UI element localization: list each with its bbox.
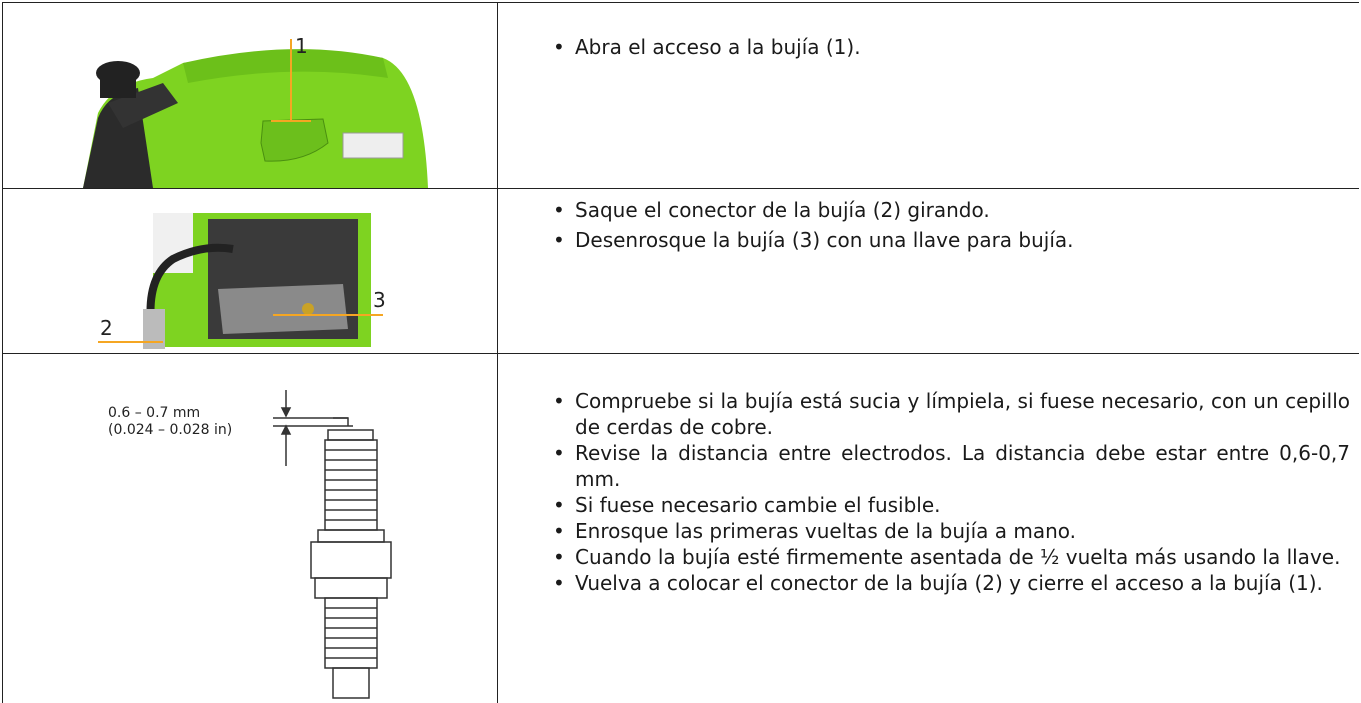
bullet-item: Cuando la bujía esté firmemente asentada… <box>553 544 1350 570</box>
bullet-item: Vuelva a colocar el conector de la bujía… <box>553 570 1350 596</box>
bullet-item: Si fuese necesario cambie el fusible. <box>553 492 1350 518</box>
bullet-item: Compruebe si la bujía está sucia y límpi… <box>553 388 1350 440</box>
table-row: 1 Abra el acceso a la bujía (1). <box>2 2 1359 189</box>
text-cell: Compruebe si la bujía está sucia y límpi… <box>498 354 1359 703</box>
image-label: 1 <box>295 34 308 58</box>
text-cell: Saque el conector de la bujía (2) girand… <box>498 189 1359 354</box>
bullet-item: Revise la distancia entre electrodos. La… <box>553 440 1350 492</box>
text-cell: Abra el acceso a la bujía (1). <box>498 3 1359 189</box>
bullet-item: Enrosque las primeras vueltas de la bují… <box>553 518 1350 544</box>
image-label: 0.6 – 0.7 mm <box>108 405 200 421</box>
image-label: 2 <box>100 316 113 340</box>
image-cell: 3 2 <box>2 189 498 354</box>
spark-plug-access-photo: 3 2 <box>98 213 386 349</box>
table-row: 0.6 – 0.7 mm (0.024 – 0.028 in) Comprueb… <box>2 353 1359 703</box>
bullet-item: Desenrosque la bujía (3) con una llave p… <box>553 225 1350 255</box>
image-label: (0.024 – 0.028 in) <box>108 422 232 438</box>
image-label: 3 <box>373 288 386 312</box>
image-cell: 1 <box>2 3 498 189</box>
table-row: 3 2 Saque el conector de la bujía (2) gi… <box>2 188 1359 354</box>
bullet-list: Compruebe si la bujía está sucia y límpi… <box>498 354 1359 596</box>
image-cell: 0.6 – 0.7 mm (0.024 – 0.028 in) <box>2 354 498 703</box>
bullet-item: Abra el acceso a la bujía (1). <box>553 34 1350 60</box>
bullet-list: Abra el acceso a la bujía (1). <box>498 3 1359 60</box>
generator-illustration: 1 <box>83 34 428 188</box>
bullet-item: Saque el conector de la bujía (2) girand… <box>553 195 1350 225</box>
spark-plug-drawing: 0.6 – 0.7 mm (0.024 – 0.028 in) <box>108 390 392 699</box>
bullet-list: Saque el conector de la bujía (2) girand… <box>498 189 1359 255</box>
